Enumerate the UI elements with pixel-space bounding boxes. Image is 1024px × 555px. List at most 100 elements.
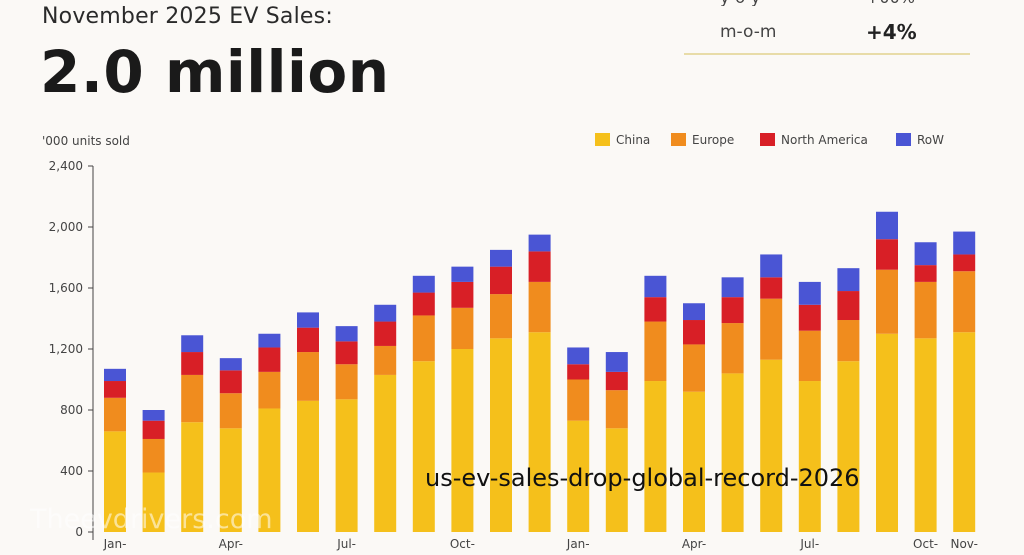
y-tick-label: 1,600 <box>49 281 83 295</box>
bar-segment-china <box>412 361 435 532</box>
bar-segment-north-america <box>297 327 319 353</box>
bar-segment-china <box>181 422 204 532</box>
bar-segment-china <box>258 408 281 532</box>
bar-segment-china <box>953 332 976 532</box>
bar-segment-row <box>914 242 937 266</box>
x-tick-label: Apr- <box>219 537 243 551</box>
bar-segment-europe <box>219 393 242 429</box>
bar-segment-north-america <box>104 381 126 398</box>
bar-segment-china <box>798 381 821 532</box>
bar-segment-europe <box>605 390 628 429</box>
bar-segment-row <box>181 335 204 353</box>
legend-label: China <box>616 133 650 147</box>
bar-segment-row <box>335 326 358 342</box>
bar-segment-row <box>760 254 783 278</box>
bar-segment-row <box>258 333 281 348</box>
x-tick-label: Oct- <box>913 537 938 551</box>
bar-segment-europe <box>104 397 126 432</box>
bar-segment-north-america <box>335 341 358 365</box>
cut-off-label: y-o-y <box>720 0 760 6</box>
y-axis-label: '000 units sold <box>42 134 130 148</box>
watermark-slug: us-ev-sales-drop-global-record-2026 <box>425 464 860 492</box>
legend-swatch <box>896 133 911 146</box>
bar-segment-europe <box>644 321 667 382</box>
bar-segment-china <box>104 431 126 532</box>
bar-segment-north-america <box>142 420 165 439</box>
bar-segment-europe <box>760 298 783 360</box>
headline-total: 2.0 million <box>40 38 390 106</box>
x-tick-label: Oct- <box>450 537 475 551</box>
bar-segment-china <box>490 338 512 532</box>
bar-segment-north-america <box>644 297 667 322</box>
mom-box: y-o-y +00% m-o-m +4% <box>684 0 970 56</box>
bar-segment-row <box>490 249 512 267</box>
bar-segment-north-america <box>528 251 551 282</box>
bar-segment-europe <box>876 269 898 334</box>
x-tick-label: Jul- <box>799 537 819 551</box>
legend-label: North America <box>781 133 868 147</box>
bar-segment-china <box>721 373 744 532</box>
bar-segment-europe <box>297 352 319 401</box>
bar-segment-europe <box>258 371 281 409</box>
bar-segment-china <box>142 472 165 532</box>
bar-segment-north-america <box>490 266 512 295</box>
bar-segment-row <box>412 275 435 293</box>
y-tick-label: 2,000 <box>49 220 83 234</box>
mom-label: m-o-m <box>720 22 777 42</box>
bar-segment-europe <box>721 323 744 374</box>
bar-segment-europe <box>412 315 435 362</box>
bar-segment-china <box>837 361 860 532</box>
bar-segment-europe <box>953 271 976 333</box>
bar-segment-north-america <box>412 292 435 316</box>
mom-divider <box>684 53 970 55</box>
bar-segment-north-america <box>258 347 281 372</box>
x-tick-label: Jul- <box>336 537 356 551</box>
bar-segment-europe <box>181 374 204 423</box>
bar-segment-north-america <box>219 370 242 394</box>
x-tick-label: Apr- <box>682 537 706 551</box>
bar-segment-north-america <box>605 371 628 391</box>
bar-segment-north-america <box>683 320 705 345</box>
bar-segment-row <box>605 352 628 372</box>
bar-segment-china <box>760 359 783 532</box>
bar-segment-north-america <box>567 364 590 380</box>
bar-segment-europe <box>683 344 705 392</box>
y-tick-label: 1,200 <box>49 342 83 356</box>
bar-segment-china <box>335 399 358 532</box>
bar-segment-china <box>876 333 898 532</box>
bar-segment-north-america <box>914 265 937 282</box>
mom-box-cut-row: y-o-y +00% <box>684 0 970 6</box>
x-tick-label: Jan- <box>566 537 590 551</box>
bar-segment-china <box>567 420 590 532</box>
bar-segment-north-america <box>181 352 204 375</box>
bar-segment-europe <box>914 281 937 339</box>
bar-segment-china <box>528 332 551 532</box>
bar-segment-row <box>374 304 397 322</box>
bar-segment-china <box>605 428 628 532</box>
bar-segment-north-america <box>760 277 783 299</box>
cut-off-value: +00% <box>866 0 915 6</box>
bar-segment-row <box>953 231 976 255</box>
bar-segment-row <box>876 211 898 240</box>
y-tick-label: 400 <box>60 464 83 478</box>
x-tick-label: Jan- <box>103 537 127 551</box>
bar-segment-europe <box>837 320 860 362</box>
bar-segment-row <box>142 410 165 421</box>
y-tick-label: 800 <box>60 403 83 417</box>
bar-segment-europe <box>142 438 165 473</box>
bar-segment-china <box>374 374 397 532</box>
bar-segment-row <box>644 275 667 298</box>
mom-value: +4% <box>866 20 917 44</box>
headline-subtitle: November 2025 EV Sales: <box>42 4 333 29</box>
legend-label: Europe <box>692 133 734 147</box>
bar-segment-europe <box>798 330 821 382</box>
x-tick-label: Nov- <box>950 537 977 551</box>
bar-segment-row <box>567 347 590 365</box>
bar-segment-north-america <box>374 321 397 346</box>
y-tick-label: 2,400 <box>49 159 83 173</box>
legend-swatch <box>760 133 775 146</box>
bar-segment-north-america <box>837 291 860 321</box>
bar-segment-row <box>721 277 744 298</box>
watermark-site: Theevdrivers.com <box>30 504 273 535</box>
bar-segment-china <box>219 428 242 532</box>
